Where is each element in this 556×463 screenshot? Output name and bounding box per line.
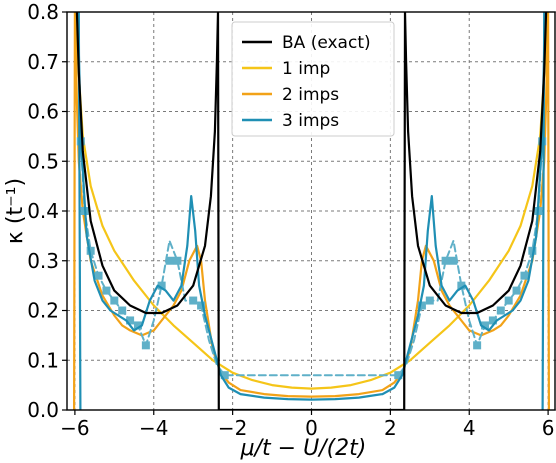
- series-line-ba-exact-: [75, 12, 548, 410]
- legend-entry-label: 2 imps: [282, 85, 339, 105]
- data-point-marker: [102, 286, 111, 295]
- data-point-marker: [496, 306, 505, 315]
- x-tick-label: 4: [463, 416, 476, 440]
- data-point-marker: [504, 296, 513, 305]
- series-line-1-imp: [74, 12, 549, 390]
- y-tick-label: 0.5: [27, 149, 59, 173]
- data-point-marker: [86, 246, 95, 255]
- data-point-marker: [133, 321, 142, 330]
- y-tick-label: 0.6: [27, 100, 59, 124]
- series-line-3-imps: [76, 12, 547, 410]
- y-tick-label: 0.4: [27, 199, 59, 223]
- series-group: [72, 12, 551, 410]
- data-point-marker: [110, 296, 119, 305]
- data-point-marker: [425, 296, 434, 305]
- data-point-marker: [520, 271, 529, 280]
- data-point-marker: [457, 281, 466, 290]
- data-point-marker: [417, 301, 426, 310]
- axes: −6 −4 −2 0 2 4 6 0.0 0.1 0.2 0.3 0.4 0.5 0.6 0.7 0.8 μ/t…: [3, 0, 556, 461]
- data-point-marker: [157, 281, 166, 290]
- y-tick-label: 0.2: [27, 299, 59, 323]
- data-point-marker: [173, 256, 182, 265]
- x-tick-label: 2: [384, 416, 397, 440]
- y-tick-label: 0.7: [27, 50, 59, 74]
- y-tick-label: 0.3: [27, 249, 59, 273]
- data-point-marker: [441, 256, 450, 265]
- data-point-marker: [165, 256, 174, 265]
- legend: BA (exact) 1 imp 2 imps 3 imps: [231, 21, 395, 137]
- data-point-marker: [197, 301, 206, 310]
- data-point-marker: [118, 306, 127, 315]
- legend-box: [231, 21, 395, 137]
- data-point-marker: [189, 296, 198, 305]
- data-point-marker: [394, 371, 403, 380]
- data-point-marker: [481, 321, 490, 330]
- x-tick-label: −4: [139, 416, 168, 440]
- x-axis-label: μ/t − U/(2t): [240, 436, 367, 461]
- y-axis-label: κ (t⁻¹): [3, 178, 28, 244]
- data-point-marker: [141, 341, 150, 350]
- data-point-marker: [512, 286, 521, 295]
- x-tick-label: 6: [542, 416, 555, 440]
- y-tick-label: 0.8: [27, 0, 59, 24]
- x-tick-label: −6: [60, 416, 89, 440]
- legend-entry-label: 1 imp: [282, 59, 330, 79]
- x-tick-label: −2: [218, 416, 247, 440]
- data-point-marker: [473, 341, 482, 350]
- legend-entry-label: 3 imps: [282, 111, 339, 131]
- data-point-marker: [94, 271, 103, 280]
- data-point-marker: [449, 256, 458, 265]
- data-point-marker: [488, 316, 497, 325]
- x-tick-label: 0: [305, 416, 318, 440]
- y-tick-label: 0.1: [27, 348, 59, 372]
- legend-entry-label: BA (exact): [282, 33, 371, 53]
- data-point-marker: [220, 371, 229, 380]
- data-point-marker: [126, 316, 135, 325]
- y-tick-label: 0.0: [27, 398, 59, 422]
- series-line-2-imps: [72, 12, 551, 410]
- data-point-marker: [528, 246, 537, 255]
